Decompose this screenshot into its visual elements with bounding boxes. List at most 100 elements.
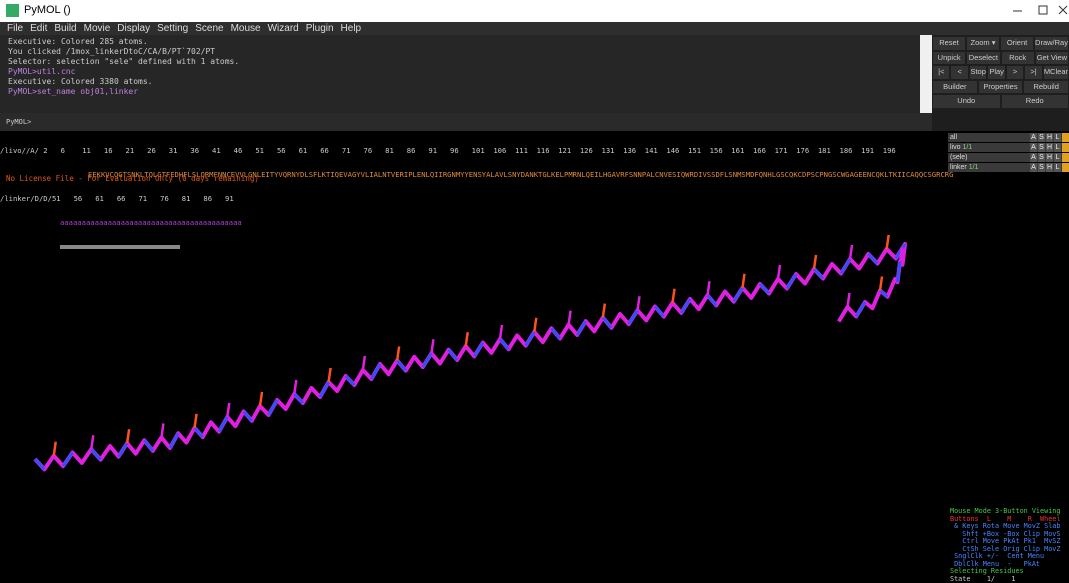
backbone[interactable] bbox=[161, 423, 163, 437]
molecule-view[interactable] bbox=[0, 180, 948, 580]
color-button[interactable] bbox=[1062, 133, 1069, 142]
object-button[interactable]: S bbox=[1038, 163, 1045, 172]
backbone[interactable] bbox=[329, 368, 331, 382]
backbone[interactable] bbox=[708, 295, 717, 305]
backbone[interactable] bbox=[91, 435, 93, 449]
backbone[interactable] bbox=[708, 281, 710, 295]
menu-item[interactable]: Mouse bbox=[231, 23, 261, 34]
button[interactable]: Get View bbox=[1036, 52, 1068, 65]
button[interactable]: >| bbox=[1025, 66, 1041, 79]
backbone[interactable] bbox=[195, 414, 197, 428]
backbone[interactable] bbox=[244, 411, 252, 420]
backbone[interactable] bbox=[655, 307, 664, 317]
button[interactable]: Play bbox=[988, 66, 1004, 79]
backbone[interactable] bbox=[54, 442, 56, 456]
object-button[interactable]: L bbox=[1054, 133, 1061, 142]
object-button[interactable]: H bbox=[1046, 163, 1053, 172]
backbone[interactable] bbox=[466, 332, 468, 346]
object-button[interactable]: A bbox=[1030, 153, 1037, 162]
close-icon[interactable] bbox=[1059, 6, 1067, 14]
button[interactable]: Deselect bbox=[967, 52, 999, 65]
object-button[interactable]: H bbox=[1046, 153, 1053, 162]
backbone[interactable] bbox=[91, 449, 100, 459]
backbone[interactable] bbox=[35, 244, 905, 469]
color-button[interactable] bbox=[1062, 143, 1069, 152]
backbone[interactable] bbox=[227, 403, 229, 417]
object-button[interactable]: L bbox=[1054, 153, 1061, 162]
backbone[interactable] bbox=[397, 360, 406, 370]
object-button[interactable]: A bbox=[1030, 143, 1037, 152]
backbone[interactable] bbox=[743, 274, 745, 288]
object-button[interactable]: L bbox=[1054, 143, 1061, 152]
backbone[interactable] bbox=[260, 392, 262, 406]
maximize-icon[interactable] bbox=[1039, 6, 1047, 14]
backbone[interactable] bbox=[119, 443, 128, 456]
backbone[interactable] bbox=[534, 318, 536, 332]
backbone[interactable] bbox=[35, 459, 44, 469]
button[interactable]: Rock bbox=[1002, 52, 1034, 65]
backbone[interactable] bbox=[371, 364, 380, 379]
button[interactable]: Stop bbox=[970, 66, 986, 79]
backbone[interactable] bbox=[841, 259, 850, 274]
button[interactable]: Unpick bbox=[933, 52, 965, 65]
backbone[interactable] bbox=[269, 400, 278, 415]
backbone[interactable] bbox=[856, 302, 865, 317]
menu-item[interactable]: Scene bbox=[195, 23, 223, 34]
button[interactable]: > bbox=[1007, 66, 1023, 79]
button[interactable]: Draw/Ray ▾ bbox=[1035, 37, 1068, 50]
backbone[interactable] bbox=[500, 325, 502, 339]
menu-item[interactable]: Display bbox=[117, 23, 150, 34]
backbone[interactable] bbox=[526, 332, 535, 346]
backbone[interactable] bbox=[848, 293, 850, 307]
backbone[interactable] bbox=[880, 277, 882, 291]
object-button[interactable]: H bbox=[1046, 133, 1053, 142]
color-button[interactable] bbox=[1062, 153, 1069, 162]
backbone[interactable] bbox=[760, 284, 769, 294]
backbone[interactable] bbox=[431, 339, 433, 353]
backbone[interactable] bbox=[294, 394, 303, 403]
backbone[interactable] bbox=[887, 235, 889, 249]
backbone[interactable] bbox=[500, 339, 509, 349]
object-button[interactable]: S bbox=[1038, 143, 1045, 152]
button[interactable]: < bbox=[951, 66, 967, 79]
backbone[interactable] bbox=[787, 274, 796, 289]
object-button[interactable]: S bbox=[1038, 153, 1045, 162]
button[interactable]: Zoom ▾ bbox=[967, 37, 999, 50]
backbone[interactable] bbox=[778, 265, 780, 279]
menu-item[interactable]: Setting bbox=[157, 23, 188, 34]
button[interactable]: Orient bbox=[1001, 37, 1033, 50]
backbone[interactable] bbox=[170, 433, 178, 448]
menu-item[interactable]: Build bbox=[54, 23, 76, 34]
button[interactable]: Builder bbox=[933, 81, 977, 94]
backbone[interactable] bbox=[363, 356, 365, 370]
button[interactable]: Reset bbox=[933, 37, 965, 50]
backbone[interactable] bbox=[63, 453, 72, 467]
backbone[interactable] bbox=[577, 321, 586, 335]
backbone[interactable] bbox=[814, 269, 823, 279]
button[interactable]: MClear bbox=[1044, 66, 1068, 79]
backbone[interactable] bbox=[346, 376, 355, 385]
button[interactable]: |< bbox=[933, 66, 949, 79]
object-button[interactable]: L bbox=[1054, 163, 1061, 172]
backbone[interactable] bbox=[127, 429, 129, 443]
menu-item[interactable]: Help bbox=[341, 23, 362, 34]
color-button[interactable] bbox=[1062, 163, 1069, 172]
backbone[interactable] bbox=[144, 440, 153, 451]
backbone[interactable] bbox=[850, 245, 852, 259]
backbone[interactable] bbox=[551, 328, 560, 338]
backbone[interactable] bbox=[868, 254, 877, 264]
object-button[interactable]: A bbox=[1030, 133, 1037, 142]
menu-item[interactable]: File bbox=[7, 23, 23, 34]
button[interactable]: Properties bbox=[979, 81, 1023, 94]
backbone[interactable] bbox=[734, 288, 743, 302]
command-line[interactable]: PyMOL> bbox=[0, 113, 948, 131]
backbone[interactable] bbox=[294, 380, 296, 394]
backbone[interactable] bbox=[814, 255, 816, 269]
menu-item[interactable]: Movie bbox=[84, 23, 111, 34]
scrollbar[interactable] bbox=[920, 35, 932, 113]
menu-item[interactable]: Plugin bbox=[306, 23, 334, 34]
backbone[interactable] bbox=[629, 310, 638, 324]
